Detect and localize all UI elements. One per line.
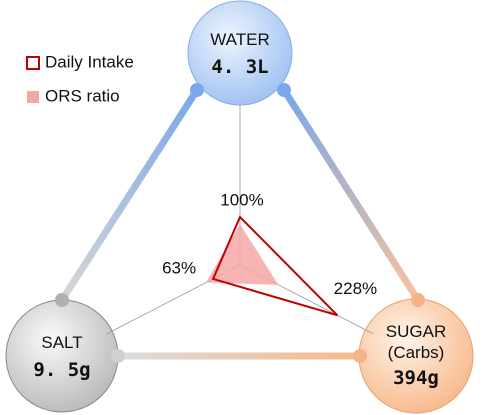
node-dot [111,349,125,363]
connector [59,88,200,302]
legend-label: ORS ratio [45,86,120,105]
water-label: WATER 4. 3L [190,8,290,98]
legend-swatch [27,91,39,103]
salt-label: SALT 9. 5g [12,310,112,402]
ors-area [205,224,279,285]
amount: 4. 3L [211,55,269,78]
amount: 394g [393,367,439,389]
intake-outline [211,215,339,317]
legend-label: Daily Intake [45,52,134,71]
legend-swatch [26,56,40,70]
category: SUGAR (Carbs) [385,322,447,362]
value-label: 100% [220,190,263,209]
sugar-label: SUGAR (Carbs) 394g [371,305,461,405]
category: SALT [41,332,83,352]
category: WATER [210,29,270,49]
node-dot [411,293,425,307]
value-label: 228% [334,279,377,298]
node-dot [55,293,69,307]
connector [281,88,421,302]
node-dot [353,349,367,363]
connectors [59,88,421,360]
node-dot [277,83,291,97]
amount: 9. 5g [33,358,91,381]
node-dot [190,83,204,97]
value-label: 63% [162,258,196,277]
